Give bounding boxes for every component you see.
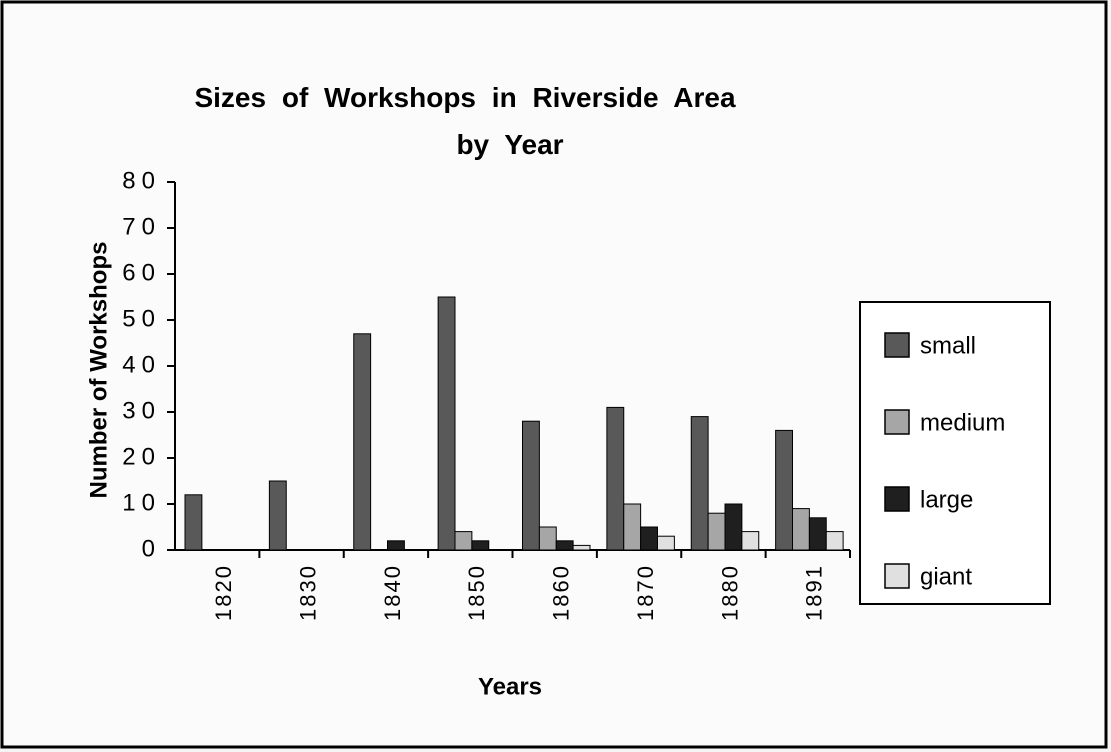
x-tick-label: 1830: [295, 564, 320, 621]
legend-swatch: [884, 486, 910, 512]
legend-label: small: [920, 332, 976, 359]
x-tick-label: 1820: [211, 564, 236, 621]
bar: [825, 531, 844, 551]
legend-box: [859, 301, 1051, 605]
y-tick-label: 60: [122, 259, 161, 286]
x-tick-label: 1891: [802, 564, 827, 621]
bar: [792, 508, 810, 551]
bar: [808, 517, 827, 551]
x-tick-label: 1870: [633, 564, 658, 621]
x-tick-label: 1880: [717, 564, 742, 621]
y-tick-label: 50: [122, 305, 161, 332]
bar: [690, 416, 709, 551]
bar: [707, 512, 726, 551]
y-tick-label: 40: [122, 351, 161, 378]
bar: [741, 531, 760, 551]
bar: [387, 540, 405, 551]
y-tick-label: 20: [122, 443, 161, 470]
chart-title: Sizes of Workshops in Riverside Area by Y…: [194, 82, 735, 160]
bar: [657, 535, 675, 551]
legend-label: large: [920, 486, 973, 513]
bar: [184, 494, 203, 551]
bar: [572, 544, 591, 551]
bar: [471, 540, 490, 551]
bar: [606, 406, 625, 551]
bar: [454, 531, 473, 551]
y-tick-label: 70: [122, 213, 161, 240]
legend-swatch: [884, 563, 910, 589]
bar: [538, 526, 557, 551]
x-tick-label: 1840: [380, 564, 405, 621]
legend-label: giant: [920, 563, 972, 590]
bar: [640, 526, 658, 551]
bar: [555, 540, 574, 551]
legend-swatch: [884, 409, 910, 435]
legend-swatch: [884, 332, 910, 358]
bar: [522, 420, 540, 551]
y-axis-label: Number of Workshops: [85, 242, 112, 499]
bar: [724, 503, 743, 551]
x-axis-label: Years: [478, 673, 542, 700]
legend-label: medium: [920, 409, 1005, 436]
y-tick-label: 0: [142, 535, 161, 562]
bar: [623, 503, 642, 551]
bar: [775, 429, 793, 551]
bar: [437, 296, 456, 551]
y-tick-label: 30: [122, 397, 161, 424]
bar: [353, 333, 372, 551]
y-tick-label: 10: [122, 489, 161, 516]
x-tick-label: 1850: [464, 564, 489, 621]
bar: [268, 480, 287, 551]
y-tick-label: 80: [122, 167, 161, 194]
x-tick-label: 1860: [549, 564, 574, 621]
